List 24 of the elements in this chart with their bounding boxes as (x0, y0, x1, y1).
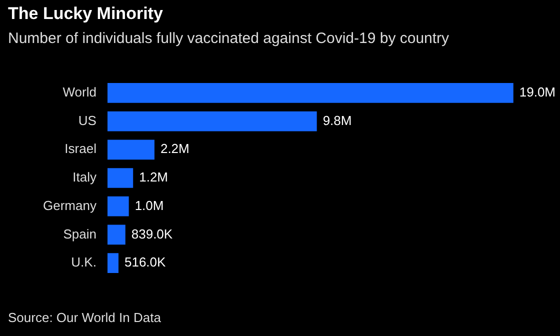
data-label: 9.8M (322, 112, 352, 128)
chart-title: The Lucky Minority (8, 4, 163, 24)
y-tick-label: Germany (42, 198, 97, 213)
bar (107, 253, 118, 273)
data-label: 1.2M (139, 170, 168, 185)
bar (107, 224, 126, 245)
data-label: 516.0K (124, 254, 166, 270)
bar (107, 111, 317, 132)
data-label: 1.0M (134, 198, 164, 213)
y-tick-label: US (78, 112, 97, 128)
bar (107, 140, 154, 160)
y-tick-label: Israel (64, 141, 97, 156)
y-tick-label: World (62, 84, 96, 100)
source-note: Source: Our World In Data (8, 310, 161, 325)
bar (107, 83, 514, 103)
data-label: 839.0K (131, 226, 173, 242)
y-tick-label: Italy (72, 170, 97, 185)
bar (107, 196, 129, 216)
chart-subtitle: Number of individuals fully vaccinated against Covid-19 by country (8, 30, 450, 47)
y-tick-label: U.K. (71, 254, 96, 270)
data-label: 19.0M (519, 84, 556, 100)
y-tick-label: Spain (63, 226, 96, 242)
data-label: 2.2M (160, 141, 190, 156)
bar (107, 168, 134, 188)
